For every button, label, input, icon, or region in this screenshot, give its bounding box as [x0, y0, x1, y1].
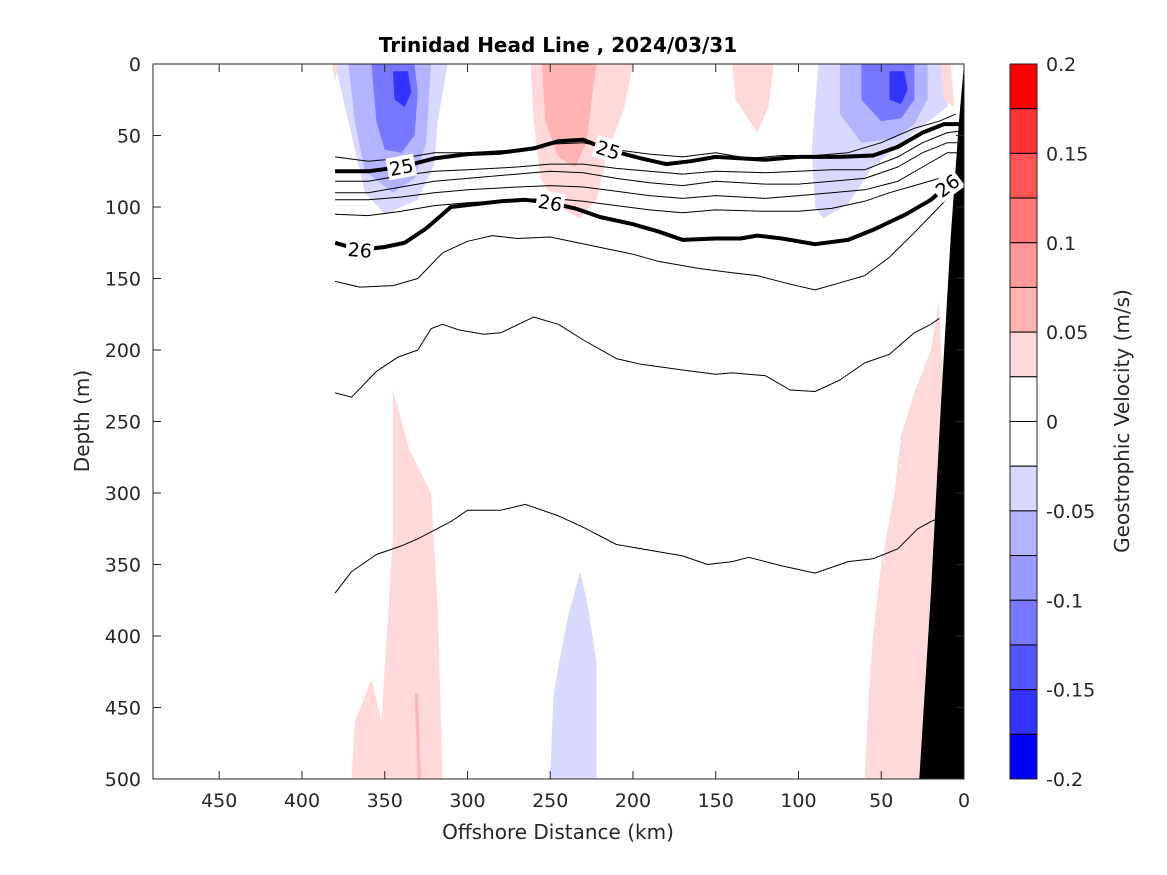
velocity-patch	[351, 390, 443, 779]
x-tick-label: 450	[201, 790, 237, 812]
y-axis: 0 50 100 150 200 250 300 350 400 450 500	[105, 54, 964, 791]
y-tick-label: 0	[129, 54, 141, 76]
density-contour	[335, 152, 959, 201]
x-axis: 450 400 350 300 250 200 150 100 50 0	[201, 64, 970, 812]
contour-label: 26	[347, 239, 373, 263]
y-axis-title: Depth (m)	[70, 370, 94, 472]
y-tick-label: 250	[105, 412, 141, 434]
colorbar-swatch	[1009, 63, 1038, 110]
velocity-patch	[940, 64, 955, 107]
x-axis-title: Offshore Distance (km)	[442, 820, 674, 844]
colorbar-swatch	[1009, 152, 1038, 199]
velocity-fill-layer	[331, 64, 955, 779]
x-tick-label: 300	[449, 790, 485, 812]
y-tick-label: 300	[105, 483, 141, 505]
velocity-patch	[331, 64, 339, 82]
velocity-patch	[550, 571, 597, 779]
y-tick-label: 100	[105, 197, 141, 219]
colorbar-swatch	[1009, 331, 1038, 378]
colorbar-tick-label: -0.1	[1046, 590, 1083, 612]
contour-label: 26	[536, 191, 564, 217]
y-tick-label: 50	[117, 126, 141, 148]
colorbar-swatch	[1009, 421, 1038, 467]
colorbar-tick-label: 0.05	[1046, 322, 1088, 344]
colorbar-swatch	[1009, 197, 1038, 244]
contour-label-bg	[344, 237, 375, 263]
colorbar-swatch	[1009, 242, 1038, 288]
contour-label: 25	[387, 155, 415, 181]
contour-label-bg	[534, 189, 566, 216]
colorbar-swatch	[1009, 108, 1038, 154]
x-tick-label: 0	[958, 790, 970, 812]
x-tick-label: 250	[532, 790, 568, 812]
density-contour	[335, 170, 960, 217]
seafloor	[919, 64, 964, 779]
velocity-patch	[889, 71, 908, 104]
density-contour	[335, 142, 959, 194]
colorbar-tick-label: -0.15	[1046, 680, 1095, 702]
colorbar-swatch	[1009, 733, 1038, 780]
colorbar-swatch	[1009, 510, 1038, 557]
colorbar-tick-label: -0.2	[1046, 769, 1083, 791]
y-tick-label: 450	[105, 698, 141, 720]
velocity-patch	[732, 64, 774, 133]
colorbar-tick-label: 0.2	[1046, 54, 1076, 76]
chart-title: Trinidad Head Line , 2024/03/31	[379, 33, 737, 57]
density-contour-layer	[334, 113, 961, 594]
density-contour	[335, 130, 960, 182]
y-tick-label: 150	[105, 269, 141, 291]
colorbar-tick-label: -0.05	[1046, 501, 1095, 523]
isopycnal-26	[334, 176, 961, 252]
colorbar-tick-label: 0.1	[1046, 233, 1076, 255]
y-tick-label: 400	[105, 626, 141, 648]
colorbar-frame	[1009, 63, 1038, 780]
x-tick-label: 400	[284, 790, 320, 812]
x-tick-label: 150	[698, 790, 734, 812]
colorbar-swatch	[1009, 465, 1038, 512]
colorbar-swatch	[1009, 555, 1038, 601]
x-tick-label: 350	[367, 790, 403, 812]
velocity-patch	[864, 300, 948, 779]
x-tick-label: 200	[615, 790, 651, 812]
y-tick-label: 500	[105, 769, 141, 791]
density-contour	[334, 316, 940, 398]
colorbar-tick-label: 0.15	[1046, 143, 1088, 165]
y-tick-label: 200	[105, 340, 141, 362]
isopycnal-25	[335, 122, 959, 174]
colorbar-swatch	[1009, 689, 1038, 735]
colorbar-swatch	[1009, 599, 1038, 646]
velocity-patch	[414, 693, 422, 779]
density-contour	[334, 185, 960, 291]
density-contour	[335, 113, 956, 162]
x-tick-label: 50	[869, 790, 893, 812]
seafloor-layer	[919, 64, 964, 779]
contour-label-bg	[591, 135, 625, 165]
colorbar-swatch	[1009, 376, 1038, 422]
colorbar-tick-label: 0	[1046, 412, 1058, 434]
density-contour	[334, 503, 948, 594]
colorbar-title: Geostrophic Velocity (m/s)	[1110, 289, 1134, 553]
y-tick-label: 350	[105, 555, 141, 577]
contour-label-bg	[385, 153, 418, 181]
velocity-patch	[393, 71, 412, 107]
colorbar-swatch	[1009, 286, 1038, 333]
colorbar: 0.2 0.15 0.1 0.05 0 -0.05 -0.1 -0.15 -0.2	[1009, 54, 1095, 791]
colorbar-swatch	[1009, 644, 1038, 691]
contour-label-bg	[929, 168, 966, 203]
x-tick-label: 100	[780, 790, 816, 812]
